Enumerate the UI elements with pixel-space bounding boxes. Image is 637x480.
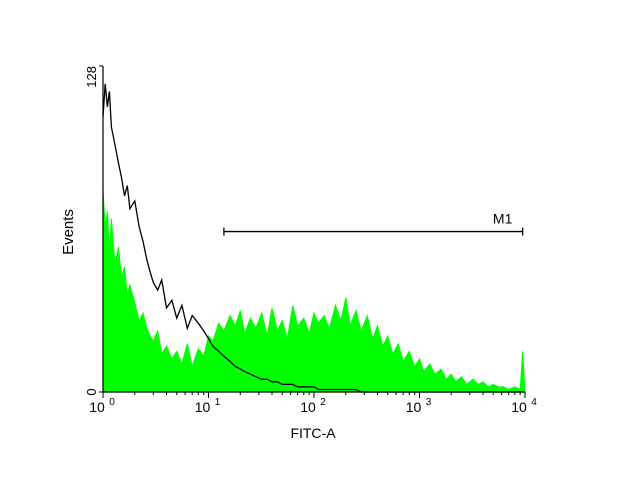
gate-m1-label: M1 — [493, 211, 513, 227]
plot-area — [102, 83, 526, 393]
x-axis-label: FITC-A — [290, 425, 336, 441]
series-0-filled-histogram — [102, 188, 526, 393]
x-tick-label: 10 — [406, 399, 422, 415]
x-tick-label: 10 — [89, 399, 105, 415]
x-tick-label: 10 — [300, 399, 316, 415]
x-tick-exponent: 1 — [215, 397, 221, 408]
axes: 0 128 10 0 10 1 10 2 10 3 10 4 M1 — [84, 65, 537, 415]
x-tick-exponent: 3 — [426, 397, 432, 408]
y-axis-label: Events — [60, 209, 77, 255]
x-tick-exponent: 0 — [109, 397, 115, 408]
y-tick-label: 128 — [84, 66, 99, 88]
y-tick-label: 0 — [84, 388, 99, 395]
x-tick-label: 10 — [195, 399, 211, 415]
x-tick-label: 10 — [511, 399, 527, 415]
x-tick-exponent: 4 — [531, 397, 537, 408]
x-tick-exponent: 2 — [320, 397, 326, 408]
